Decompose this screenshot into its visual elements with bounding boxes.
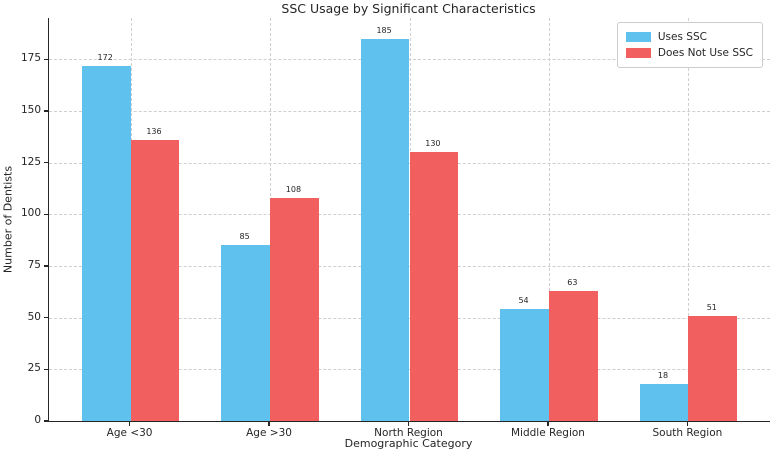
bar-does-not-use-ssc-age-30 [270, 197, 319, 421]
x-tick-mark [547, 422, 549, 426]
bar-value-label: 85 [239, 232, 250, 242]
x-tick-label: North Region [374, 427, 443, 439]
y-tick-mark [44, 58, 48, 60]
bar-uses-ssc-middle-region [500, 309, 549, 421]
x-tick-mark [686, 422, 688, 426]
bar-value-label: 136 [146, 126, 162, 136]
legend-label: Does Not Use SSC [657, 47, 753, 59]
bar-does-not-use-ssc-age-30 [130, 139, 180, 421]
y-tick-label: 175 [20, 52, 41, 65]
y-tick-mark [44, 420, 48, 422]
y-tick-mark [44, 110, 48, 112]
gridline-vertical [688, 18, 690, 421]
y-tick-label: 25 [27, 362, 41, 375]
x-tick-label: Middle Region [510, 427, 585, 439]
bar-value-label: 185 [376, 25, 392, 35]
bar-does-not-use-ssc-south-region [688, 315, 738, 421]
legend-item-uses-ssc: Uses SSC [625, 29, 753, 45]
y-tick-label: 50 [27, 310, 41, 323]
bar-does-not-use-ssc-middle-region [548, 290, 598, 421]
y-tick-label: 0 [34, 414, 41, 426]
legend-item-does-not-use-ssc: Does Not Use SSC [625, 45, 753, 61]
y-axis-label: Number of Dentists [1, 165, 15, 274]
y-tick-label: 100 [20, 207, 41, 220]
bar-value-label: 18 [657, 370, 669, 380]
x-tick-label: South Region [652, 427, 723, 439]
bar-value-label: 108 [285, 184, 302, 194]
bar-uses-ssc-south-region [639, 383, 689, 421]
x-tick-label: Age >30 [246, 427, 292, 439]
legend-swatch-icon [625, 48, 651, 58]
bar-uses-ssc-age-30 [81, 65, 131, 421]
x-tick-mark [128, 422, 131, 426]
legend: Uses SSC Does Not Use SSC [616, 22, 763, 68]
bar-uses-ssc-age-30 [221, 245, 271, 421]
legend-swatch-icon [625, 32, 651, 42]
bar-uses-ssc-north-region [360, 38, 410, 421]
x-axis-label: Demographic Category [344, 437, 473, 450]
y-tick-mark [44, 368, 48, 370]
x-tick-mark [407, 422, 410, 426]
x-tick-label: Age <30 [106, 427, 153, 439]
bar-value-label: 51 [706, 302, 717, 312]
bar-value-label: 130 [425, 139, 441, 149]
y-tick-mark [44, 265, 48, 267]
y-tick-mark [44, 213, 48, 215]
chart-title: SSC Usage by Significant Characteristics [281, 1, 536, 16]
bar-value-label: 172 [97, 52, 113, 62]
plot-area [48, 18, 770, 422]
bar-does-not-use-ssc-north-region [409, 152, 459, 421]
y-tick-mark [44, 317, 48, 319]
x-tick-mark [268, 422, 270, 426]
bar-value-label: 63 [567, 277, 578, 287]
legend-label: Uses SSC [657, 31, 707, 43]
y-tick-label: 75 [27, 259, 41, 271]
y-tick-label: 125 [20, 155, 41, 168]
y-tick-mark [44, 162, 48, 164]
gridline-vertical [548, 18, 550, 421]
bar-value-label: 54 [518, 296, 529, 306]
y-tick-label: 150 [20, 104, 41, 116]
